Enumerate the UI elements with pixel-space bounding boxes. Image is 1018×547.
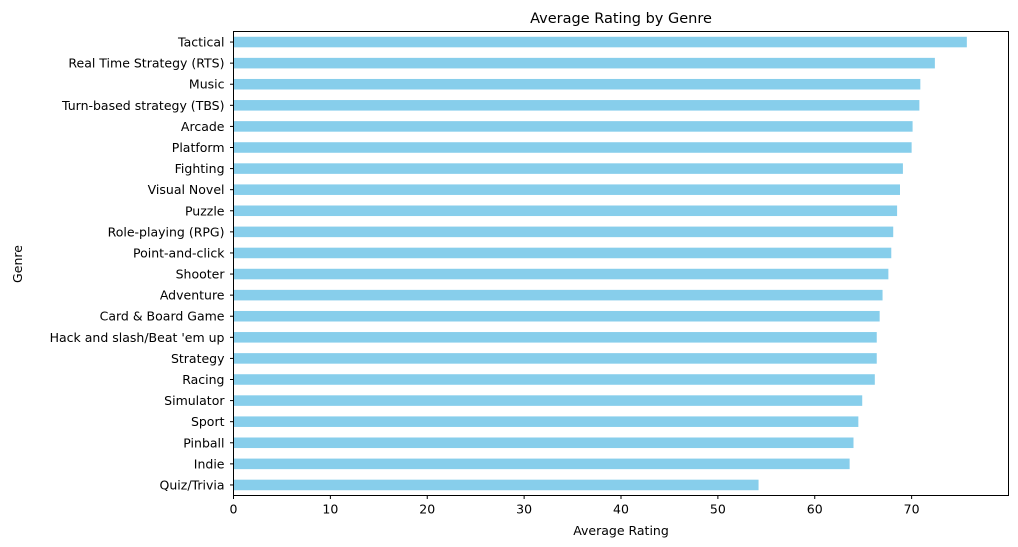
x-tick-label: 50: [710, 502, 726, 517]
y-tick-label: Indie: [194, 456, 225, 471]
y-tick-label: Adventure: [160, 288, 225, 303]
y-tick-label: Role-playing (RPG): [108, 224, 225, 239]
bar: [233, 226, 894, 238]
y-tick-label: Real Time Strategy (RTS): [68, 56, 224, 71]
y-tick-label: Card & Board Game: [100, 309, 225, 324]
bar: [233, 205, 898, 217]
bar: [233, 121, 913, 132]
x-tick-label: 20: [419, 502, 435, 517]
x-tick-label: 70: [904, 502, 920, 517]
bar: [233, 142, 912, 153]
bar: [233, 163, 903, 174]
bar: [233, 289, 883, 301]
y-tick-label: Tactical: [177, 35, 224, 50]
plot-frame: [233, 31, 1009, 496]
x-ticks-group: 0 10 20 30 40 50 60 70: [230, 495, 920, 517]
y-tick-label: Racing: [182, 372, 224, 387]
y-tick-label: Platform: [172, 140, 225, 155]
bar: [233, 268, 889, 280]
y-tick-label: Arcade: [181, 119, 225, 134]
bar: [233, 36, 967, 48]
x-tick-label: 60: [807, 502, 823, 517]
bar: [233, 310, 880, 322]
bar: [233, 184, 900, 195]
chart-title: Average Rating by Genre: [530, 11, 712, 27]
y-tick-label: Hack and slash/Beat 'em up: [50, 330, 225, 345]
x-axis-label: Average Rating: [573, 523, 669, 538]
bar: [233, 458, 850, 470]
y-tick-label: Simulator: [164, 393, 225, 408]
y-tick-label: Turn-based strategy (TBS): [61, 98, 225, 113]
y-tick-label: Sport: [191, 414, 225, 429]
y-tick-label: Music: [189, 77, 225, 92]
bar: [233, 479, 759, 491]
y-tick-label: Pinball: [183, 435, 224, 450]
bar: [233, 374, 875, 385]
bar: [233, 395, 863, 406]
bar: [233, 332, 877, 343]
y-tick-label: Puzzle: [185, 203, 225, 218]
bar: [233, 353, 877, 364]
y-tick-label: Quiz/Trivia: [160, 477, 225, 492]
x-tick-label: 0: [230, 502, 238, 517]
x-tick-label: 30: [516, 502, 532, 517]
y-tick-label: Fighting: [175, 161, 225, 176]
x-tick-label: 10: [322, 502, 338, 517]
bar: [233, 437, 854, 449]
y-ticks-group: Tactical Real Time Strategy (RTS) Music Tur…: [50, 35, 234, 492]
y-tick-label: Point-and-click: [133, 245, 225, 260]
y-axis-label: Genre: [10, 245, 25, 283]
y-tick-label: Visual Novel: [148, 182, 225, 197]
bar: [233, 416, 859, 427]
bars-group: [233, 36, 967, 491]
y-tick-label: Strategy: [171, 351, 225, 366]
bar: [233, 78, 921, 90]
bar: [233, 100, 920, 111]
bar: [233, 247, 892, 259]
bar: [233, 57, 935, 69]
x-tick-label: 40: [613, 502, 629, 517]
y-tick-label: Shooter: [176, 267, 226, 282]
